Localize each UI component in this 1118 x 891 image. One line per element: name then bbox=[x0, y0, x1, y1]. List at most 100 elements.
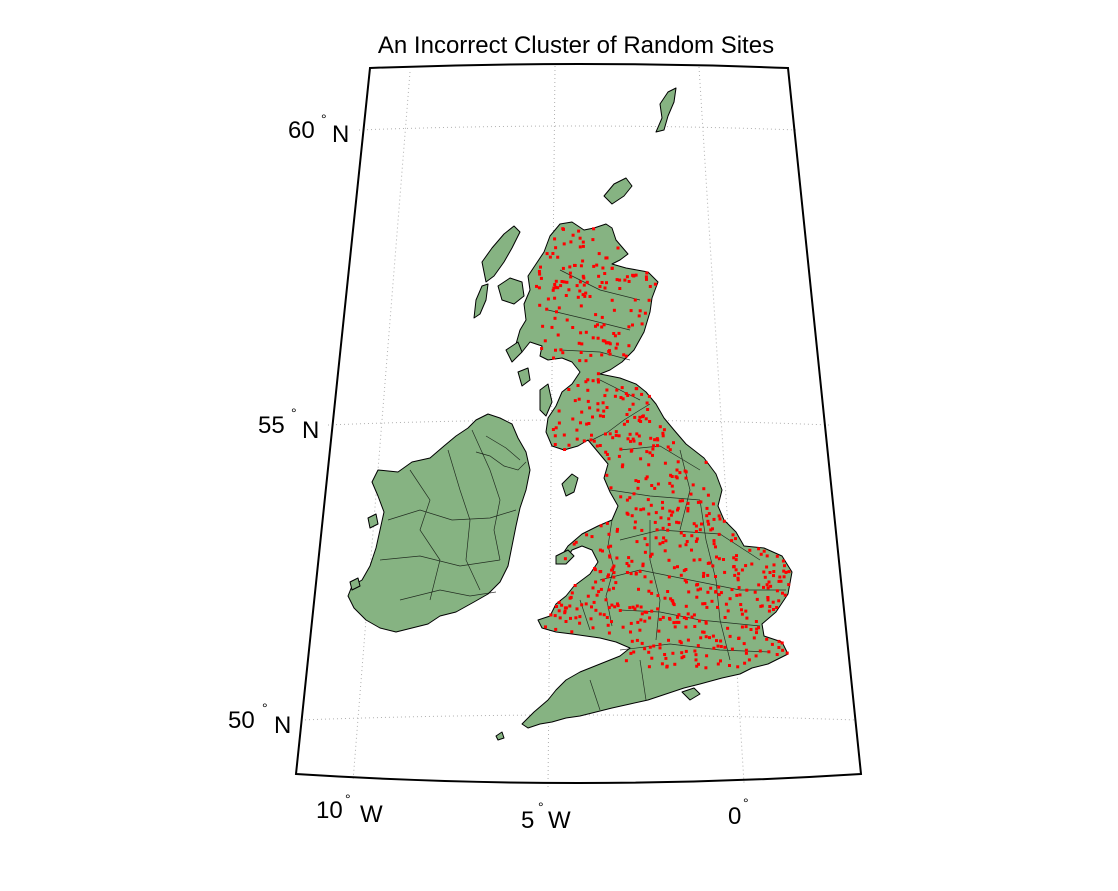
site-marker bbox=[692, 558, 696, 562]
site-marker bbox=[586, 388, 590, 392]
site-marker bbox=[584, 330, 588, 334]
site-marker bbox=[645, 475, 649, 479]
site-marker bbox=[728, 664, 731, 667]
site-marker bbox=[663, 653, 667, 656]
site-marker bbox=[596, 323, 599, 327]
site-marker bbox=[554, 627, 558, 631]
site-marker bbox=[581, 293, 585, 297]
site-marker bbox=[637, 480, 640, 483]
site-marker bbox=[754, 620, 758, 623]
site-marker bbox=[639, 618, 643, 622]
site-marker bbox=[643, 647, 647, 651]
site-marker bbox=[667, 638, 670, 642]
site-marker bbox=[711, 564, 715, 568]
site-marker bbox=[539, 276, 543, 280]
site-marker bbox=[557, 421, 561, 425]
site-marker bbox=[661, 526, 665, 530]
site-marker bbox=[686, 612, 690, 616]
site-marker bbox=[650, 609, 654, 613]
site-marker bbox=[740, 625, 744, 629]
site-marker bbox=[631, 393, 635, 397]
site-marker bbox=[618, 278, 622, 282]
site-marker bbox=[663, 461, 667, 465]
site-marker bbox=[787, 570, 791, 574]
site-marker bbox=[642, 507, 646, 511]
site-marker bbox=[620, 386, 624, 390]
site-marker bbox=[706, 561, 710, 565]
site-marker bbox=[671, 601, 675, 605]
site-marker bbox=[770, 642, 774, 646]
site-marker bbox=[554, 285, 558, 289]
ireland-island bbox=[347, 413, 531, 633]
site-marker bbox=[601, 549, 604, 553]
site-marker bbox=[730, 647, 734, 651]
site-marker bbox=[553, 283, 557, 286]
site-marker bbox=[671, 510, 675, 514]
site-marker bbox=[650, 591, 654, 595]
site-marker bbox=[638, 569, 642, 573]
site-marker bbox=[619, 396, 623, 399]
site-marker bbox=[675, 520, 679, 524]
site-marker bbox=[686, 638, 690, 642]
site-marker bbox=[554, 279, 558, 283]
site-marker bbox=[589, 617, 593, 621]
site-marker bbox=[579, 264, 583, 268]
site-marker bbox=[605, 521, 609, 525]
parallel-55n bbox=[327, 419, 830, 426]
site-marker bbox=[612, 575, 616, 579]
site-marker bbox=[762, 549, 766, 553]
site-marker bbox=[728, 634, 732, 638]
site-marker bbox=[607, 532, 611, 536]
site-marker bbox=[611, 436, 615, 440]
site-marker bbox=[666, 590, 670, 593]
site-marker bbox=[613, 394, 617, 398]
site-marker bbox=[637, 314, 641, 318]
site-marker bbox=[757, 583, 761, 587]
skye bbox=[497, 277, 525, 305]
site-marker bbox=[645, 271, 649, 275]
site-marker bbox=[734, 558, 738, 562]
lat-label-60n-hemisphere: N bbox=[332, 121, 349, 148]
site-marker bbox=[596, 378, 600, 382]
site-marker bbox=[581, 259, 585, 263]
site-marker bbox=[606, 623, 610, 627]
site-marker bbox=[704, 635, 708, 639]
site-marker bbox=[634, 572, 638, 576]
scilly bbox=[495, 731, 505, 741]
site-marker bbox=[539, 265, 542, 269]
site-marker bbox=[641, 414, 645, 418]
site-marker bbox=[601, 578, 605, 582]
site-marker bbox=[613, 334, 617, 338]
site-marker bbox=[606, 575, 610, 579]
site-marker bbox=[648, 451, 652, 455]
site-marker bbox=[697, 619, 701, 623]
site-marker bbox=[574, 540, 578, 544]
site-marker bbox=[672, 441, 675, 445]
mull-islay bbox=[505, 341, 531, 387]
site-marker bbox=[777, 579, 781, 583]
site-marker bbox=[623, 278, 627, 282]
site-marker bbox=[637, 434, 641, 438]
site-marker bbox=[695, 664, 699, 668]
site-marker bbox=[594, 608, 598, 612]
site-marker bbox=[672, 566, 676, 570]
site-marker bbox=[608, 342, 612, 346]
site-marker bbox=[644, 417, 648, 421]
site-marker bbox=[633, 415, 637, 419]
site-marker bbox=[621, 463, 625, 467]
site-marker bbox=[755, 597, 759, 601]
site-marker bbox=[571, 417, 575, 421]
site-marker bbox=[658, 642, 662, 646]
site-marker bbox=[559, 284, 563, 288]
site-marker bbox=[561, 351, 565, 355]
site-marker bbox=[787, 583, 791, 587]
site-marker bbox=[658, 425, 662, 429]
site-marker bbox=[571, 326, 575, 329]
site-marker bbox=[590, 535, 594, 539]
site-marker bbox=[608, 349, 611, 353]
site-marker bbox=[619, 447, 623, 451]
site-marker bbox=[560, 280, 564, 283]
shetland bbox=[655, 87, 677, 133]
site-marker bbox=[596, 408, 600, 412]
site-marker bbox=[684, 568, 688, 571]
